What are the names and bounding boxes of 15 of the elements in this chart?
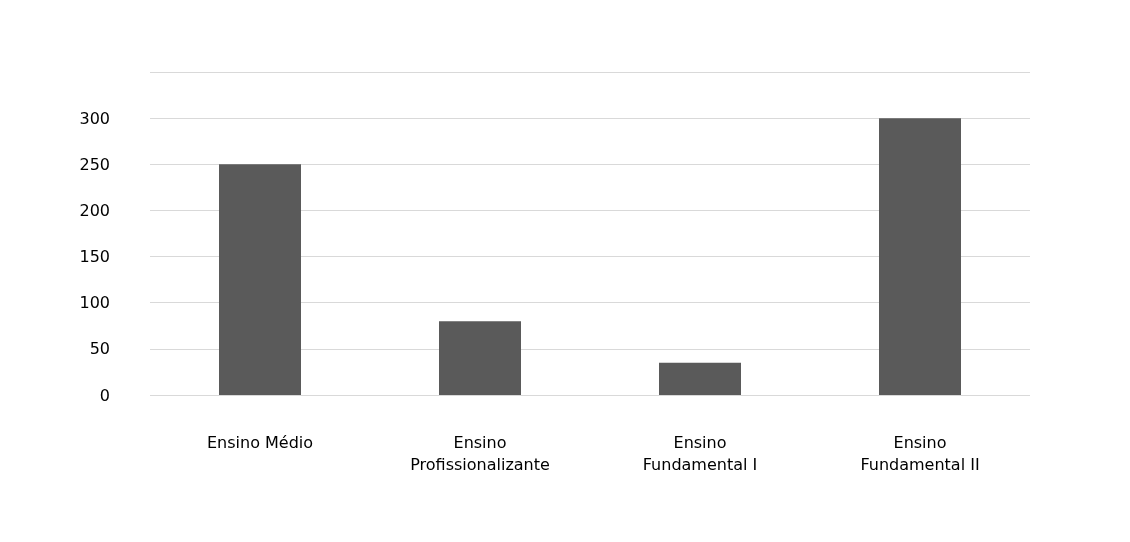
x-tick-label: Ensino Médio [206,432,314,452]
y-tick-label: 50 [89,339,110,359]
y-tick-label: 300 [79,108,110,128]
y-tick-label: 200 [79,200,110,220]
y-tick-label: 250 [79,154,110,174]
y-tick-label: 100 [79,293,110,313]
bar [219,164,301,395]
x-tick-label: Ensino Profissionalizante [410,432,550,474]
y-tick-label: 0 [99,385,110,405]
bar [439,321,521,395]
y-tick-label: 150 [79,247,110,267]
x-tick-label: Ensino Fundamental II [860,432,980,474]
bar [879,118,961,395]
x-tick-label: Ensino Fundamental I [642,432,758,474]
bar [659,362,741,395]
